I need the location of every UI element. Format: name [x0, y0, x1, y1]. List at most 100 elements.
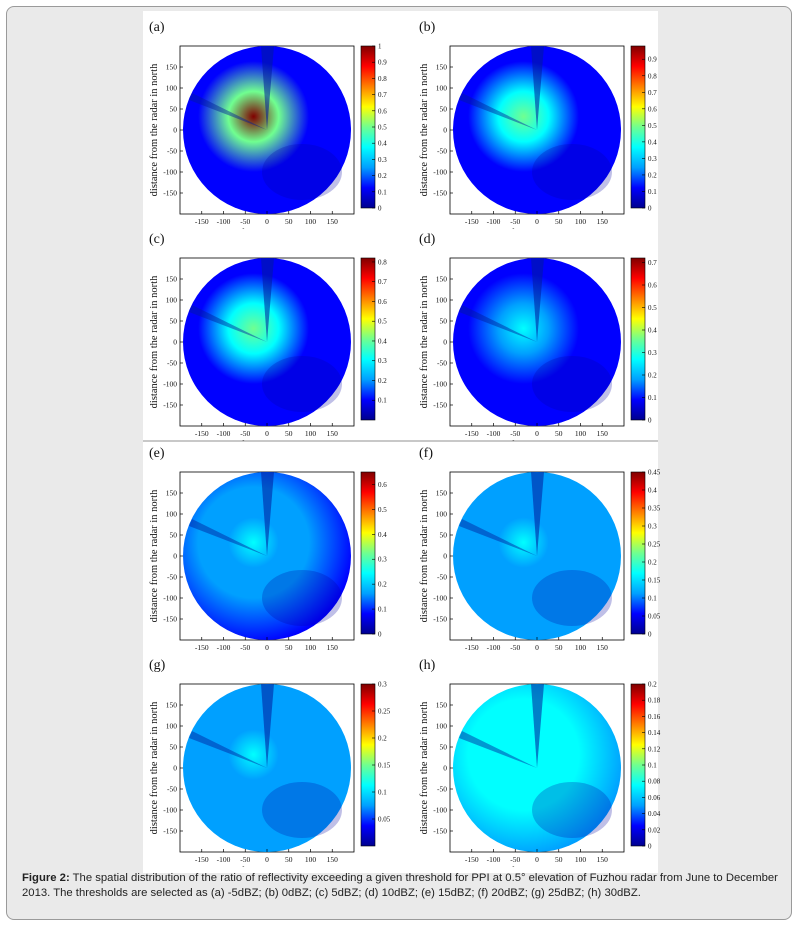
x-tick-label: 100: [305, 217, 317, 226]
y-axis-label: distance from the radar in north: [149, 489, 160, 622]
x-tick-label: -50: [240, 643, 250, 652]
y-axis-label: distance from the radar in north: [419, 701, 430, 834]
x-tick-label: -150: [195, 855, 209, 864]
x-tick-label: -100: [217, 855, 231, 864]
radar-chart-svg: (b)-150 -100 -50 0 50 100 150150100500-50-100-…: [419, 20, 657, 229]
radar-panel-d: (d) -150 -100 -50 0 50 100 150 150 100 50 0 -50 -100-…: [413, 226, 671, 441]
x-tick-label: 150: [597, 643, 609, 652]
y-tick-label: 150: [436, 701, 448, 710]
y-tick-label: 0: [173, 126, 177, 135]
colorbar-tick-label: 0.1: [648, 595, 657, 603]
colorbar-tick-label: 0.6: [378, 298, 387, 306]
x-tick-label: -50: [510, 643, 520, 652]
y-tick-label: 0: [173, 764, 177, 773]
y-tick-label: 100: [436, 296, 448, 305]
radar-chart-svg: (f)-150 -100 -50 0 50 100 150150100500-50-100-…: [419, 446, 661, 652]
y-tick-label: 0: [173, 338, 177, 347]
low-ratio-region: [262, 782, 342, 838]
x-tick-label: -150: [195, 217, 209, 226]
y-tick-label: -50: [437, 573, 447, 582]
y-tick-label: 0: [173, 552, 177, 561]
colorbar-tick-label: 0.7: [378, 91, 387, 99]
colorbar-tick-label: 0.25: [378, 708, 391, 716]
y-tick-label: 50: [440, 531, 448, 540]
colorbar-tick-label: 0.5: [378, 318, 387, 326]
x-tick-label: -150: [195, 643, 209, 652]
y-tick-label: 100: [166, 84, 178, 93]
low-ratio-region: [532, 570, 612, 626]
y-tick-label: -100: [163, 806, 177, 815]
y-tick-label: 50: [440, 317, 448, 326]
blocked-beam-sector: [459, 731, 537, 768]
y-axis-label: distance from the radar in north: [149, 63, 160, 196]
y-tick-label: -150: [163, 827, 177, 836]
colorbar-tick-label: 0.5: [378, 506, 387, 514]
colorbar-tick-label: 0.3: [378, 156, 387, 164]
colorbar-tick-label: 0: [648, 205, 652, 213]
colorbar-tick-label: 0.2: [378, 377, 387, 385]
x-tick-label: -100: [217, 643, 231, 652]
y-tick-label: 100: [436, 510, 448, 519]
y-tick-label: -100: [163, 168, 177, 177]
radar-chart-svg: (c)-150 -100 -50 0 50 100 150150100500-50-100-…: [149, 232, 387, 441]
colorbar-tick-label: 0.05: [378, 816, 391, 824]
x-tick-label: -100: [217, 217, 231, 226]
y-tick-label: 50: [440, 743, 448, 752]
x-tick-label: 0: [535, 643, 539, 652]
colorbar-tick-label: 0.3: [648, 523, 657, 531]
x-tick-label: 0: [265, 217, 269, 226]
figure-divider: [143, 440, 658, 442]
colorbar-tick-label: 0.6: [648, 105, 657, 113]
blocked-beam-sector: [459, 519, 537, 556]
colorbar-tick-label: 0.1: [378, 606, 387, 614]
panel-label: (c): [149, 232, 165, 247]
y-axis-label: distance from the radar in north: [149, 701, 160, 834]
colorbar-tick-label: 0.15: [378, 762, 391, 770]
x-tick-label: 50: [555, 429, 563, 438]
radar-panel-b: (b) -150 -100 -50 0 50 100 150 150 100 50 0 -50 -100-…: [413, 14, 671, 229]
y-tick-label: -100: [433, 168, 447, 177]
colorbar-tick-label: 0.4: [648, 487, 657, 495]
low-ratio-region: [262, 570, 342, 626]
colorbar-tick-label: 0.4: [378, 337, 387, 345]
blocked-beam-sector: [189, 93, 267, 130]
colorbar-tick-label: 0.1: [378, 188, 387, 196]
blocked-beam-sector: [531, 472, 544, 556]
colorbar-tick-label: 0.45: [648, 469, 661, 477]
colorbar-tick-label: 0.5: [648, 304, 657, 312]
blocked-beam-sector: [189, 519, 267, 556]
blocked-beam-sector: [459, 93, 537, 130]
y-tick-label: -50: [167, 785, 177, 794]
blocked-beam-sector: [261, 684, 274, 768]
x-tick-label: 100: [575, 217, 587, 226]
x-tick-label: 100: [575, 429, 587, 438]
x-tick-label: 150: [597, 429, 609, 438]
x-tick-label: 50: [285, 429, 293, 438]
colorbar-tick-label: 0: [648, 631, 652, 639]
x-tick-label: -100: [217, 429, 231, 438]
colorbar-tick-label: 0.1: [648, 394, 657, 402]
y-tick-label: 50: [170, 317, 178, 326]
y-tick-label: -150: [433, 827, 447, 836]
panel-label: (d): [419, 232, 436, 247]
y-axis-label: distance from the radar in north: [419, 489, 430, 622]
x-tick-label: -100: [487, 855, 501, 864]
low-ratio-region: [532, 356, 612, 412]
y-tick-label: 150: [166, 275, 178, 284]
x-tick-label: -50: [240, 855, 250, 864]
y-tick-label: 150: [436, 489, 448, 498]
x-tick-label: -50: [240, 429, 250, 438]
x-tick-label: 150: [327, 217, 339, 226]
y-tick-label: -50: [167, 359, 177, 368]
x-axis-label: distance from the radar in east: [204, 440, 331, 441]
x-tick-label: -50: [510, 217, 520, 226]
x-axis-label: distance from the radar in east: [204, 866, 331, 867]
x-tick-label: 0: [265, 643, 269, 652]
colorbar-tick-label: 0.2: [648, 559, 657, 567]
y-tick-label: 50: [170, 105, 178, 114]
colorbar-tick-label: 1: [378, 43, 382, 51]
y-tick-label: -50: [167, 573, 177, 582]
colorbar-tick-label: 0.6: [648, 282, 657, 290]
x-tick-label: -50: [510, 855, 520, 864]
y-tick-label: 150: [436, 63, 448, 72]
